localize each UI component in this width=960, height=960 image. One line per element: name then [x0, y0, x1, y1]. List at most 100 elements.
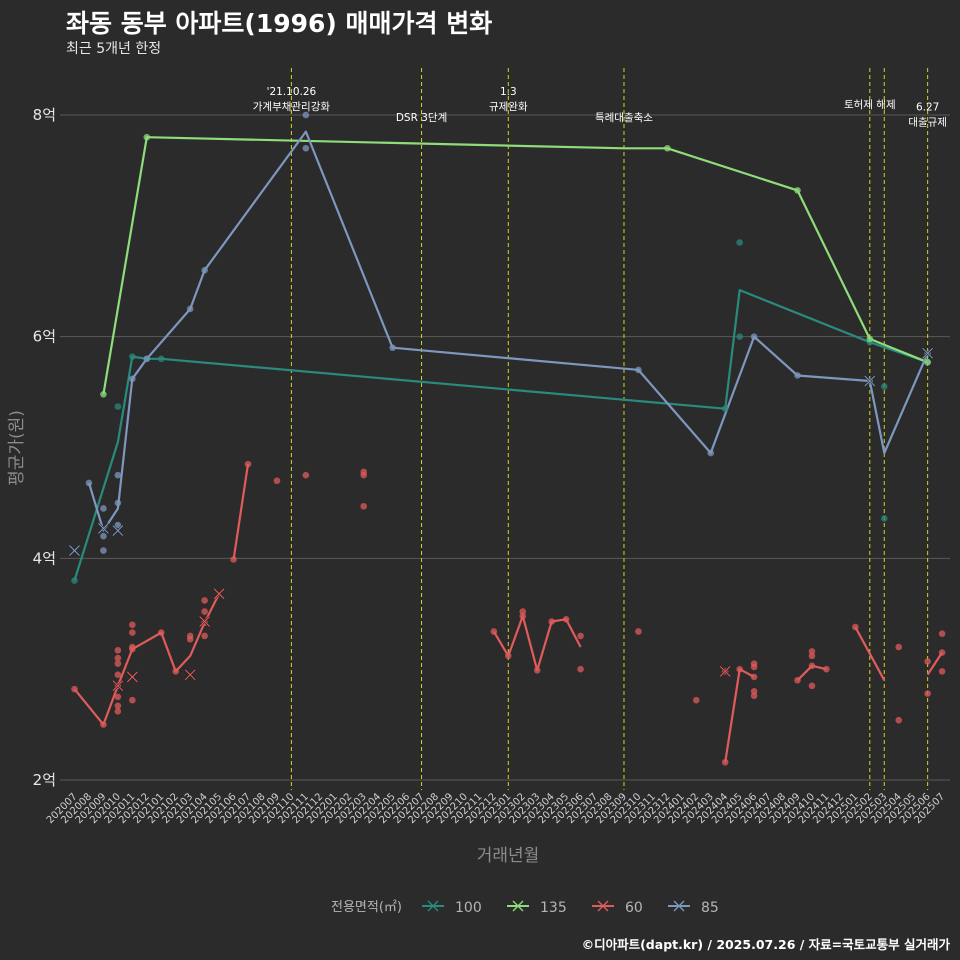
chart-subtitle: 최근 5개년 한정: [66, 41, 162, 57]
series-60-line: [724, 668, 755, 763]
series-60-point: [129, 629, 136, 636]
event-label-line: 대출규제: [908, 117, 947, 129]
series-85-point: [100, 505, 107, 512]
series-85-point: [707, 449, 715, 457]
series-60-point: [924, 658, 931, 665]
series-60-point: [114, 702, 122, 710]
series-60-cancel-mark: [126, 671, 138, 683]
x-axis-title: 거래년월: [477, 846, 540, 866]
series-100-point: [880, 515, 888, 522]
series-60-point: [230, 556, 237, 563]
series-85-point: [750, 333, 758, 340]
series-60-point: [114, 647, 122, 654]
event-label-line: 가계부채관리강화: [253, 101, 331, 113]
series-60-point: [129, 621, 136, 629]
series-100-point: [721, 405, 729, 413]
series-60-point: [808, 648, 816, 655]
legend-key-85-mark: [673, 900, 685, 912]
series-60-point: [302, 471, 310, 479]
legend-label-135: 135: [540, 900, 567, 916]
series-85-line: [87, 130, 929, 532]
series-60-point: [750, 663, 758, 671]
series-60-point: [852, 623, 859, 631]
series-60-point: [273, 477, 281, 485]
series-60-point: [692, 696, 700, 704]
series-100-point: [736, 239, 743, 246]
series-85-point: [302, 111, 310, 119]
series-100-point: [129, 353, 136, 360]
event-label: '21.10.26 가계부채관리강화: [253, 86, 331, 113]
y-axis-ticks: 2억 4억 6억 8억: [33, 106, 56, 789]
series-60-point: [736, 665, 743, 673]
chart-title: 좌동 동부 아파트(1996) 매매가격 변화: [66, 9, 493, 38]
legend-key-60-mark: [597, 900, 609, 912]
series-60-line: [492, 614, 582, 672]
legend-label-60: 60: [625, 900, 643, 916]
legend-title: 전용면적(㎡): [331, 900, 402, 915]
y-tick-label: 4억: [33, 549, 56, 567]
series-85-point: [186, 305, 194, 313]
series-60-point: [533, 666, 541, 674]
series-85-point: [201, 266, 208, 274]
series-60-point: [808, 682, 816, 690]
series-135-point: [866, 335, 874, 343]
series-60-point: [924, 690, 931, 697]
series-100-line: [73, 289, 928, 581]
series-60-point: [157, 629, 165, 636]
series-135-point: [924, 358, 931, 366]
legend-label-85: 85: [701, 900, 719, 916]
series-60-point: [100, 721, 107, 728]
chart-caption: ©디아파트(dapt.kr) / 2025.07.26 / 자료=국토교통부 실…: [581, 937, 950, 952]
series-60-point: [895, 643, 903, 651]
series-60-point: [114, 693, 122, 701]
series-85-point: [100, 532, 107, 540]
series-85-point: [143, 355, 151, 363]
series-60-cancel-mark: [199, 616, 211, 627]
event-label-line: '21.10.26: [267, 86, 317, 98]
series-60-line: [73, 593, 221, 726]
series-60-point: [895, 716, 903, 724]
series-60-point: [201, 632, 208, 640]
y-tick-label: 6억: [33, 328, 56, 346]
x-axis-ticks: 2020072020082020092020102020112020122021…: [45, 791, 947, 826]
series-60-line: [926, 651, 944, 676]
legend-key-100-mark: [427, 900, 439, 912]
series-60-point: [938, 630, 946, 637]
series-85-cancel-mark: [112, 525, 124, 537]
series-60-point: [71, 685, 78, 693]
series-85-point: [389, 344, 396, 352]
event-label-line: 특례대출축소: [595, 112, 653, 124]
series-60-point: [635, 628, 642, 635]
series-85-point: [114, 471, 122, 479]
series-135-point: [794, 187, 801, 194]
series-60-point: [201, 597, 208, 604]
series-60-point: [186, 635, 194, 643]
series-100-point: [71, 577, 78, 584]
series-135-point: [100, 391, 107, 398]
event-label: 1.3 규제완화: [489, 86, 528, 113]
series-85-point: [114, 499, 122, 507]
series-60-point: [721, 758, 729, 766]
series-100-point: [157, 355, 165, 363]
series-60-point: [794, 676, 801, 684]
series-60-point: [129, 696, 136, 704]
series-60-point: [360, 468, 368, 476]
event-label-line: DSR 3단계: [396, 112, 447, 124]
series-100-point: [736, 333, 743, 340]
event-label-line: 규제완화: [489, 100, 528, 113]
series-85-cancel-mark: [98, 523, 109, 534]
event-label-line: 6.27: [916, 102, 939, 114]
series-60-line: [232, 463, 250, 560]
series-85-point: [794, 372, 801, 379]
series-60-point: [577, 665, 584, 673]
event-label: 6.27 대출규제: [908, 102, 947, 129]
y-tick-label: 2억: [33, 771, 56, 789]
series-60-point: [577, 632, 584, 640]
y-tick-label: 8억: [33, 106, 56, 124]
series-135-point: [143, 133, 151, 141]
event-label: 토허제 해제: [844, 98, 896, 111]
series-135-line: [102, 136, 929, 395]
event-label: DSR 3단계: [396, 112, 447, 124]
series-60-point: [938, 649, 946, 656]
